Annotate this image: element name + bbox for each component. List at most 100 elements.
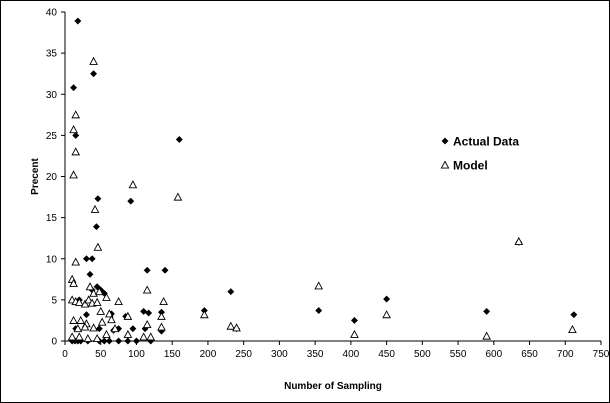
- model-point: [73, 324, 83, 333]
- model-point: [69, 125, 78, 134]
- actual-data-point: [350, 316, 358, 324]
- actual-data-point: [315, 307, 323, 315]
- plot-area: 0 50 100 150 200 250 300 350 400 450 500 550 600 650 7…: [46, 8, 610, 361]
- data-markers: [67, 17, 578, 345]
- x-tick-label: 300: [271, 349, 288, 360]
- x-tick-label: 650: [521, 349, 538, 360]
- actual-data-point: [88, 255, 96, 263]
- x-tick-label: 150: [164, 349, 181, 360]
- model-point: [89, 56, 98, 65]
- model-point: [67, 332, 77, 341]
- model-point: [482, 331, 492, 340]
- x-tick-label: 600: [485, 349, 502, 360]
- actual-data-point: [129, 325, 137, 333]
- actual-data-point: [95, 325, 103, 333]
- legend-diamond-marker: [441, 137, 449, 145]
- model-point: [123, 329, 133, 338]
- legend: Actual Data Model: [440, 135, 519, 173]
- model-point: [74, 332, 84, 341]
- x-tick-label: 700: [557, 349, 574, 360]
- model-point: [159, 296, 168, 306]
- model-point: [128, 180, 138, 189]
- model-point: [69, 278, 78, 287]
- model-point: [314, 281, 324, 290]
- x-tick-label: 350: [307, 349, 324, 360]
- x-tick-label: 500: [414, 349, 431, 360]
- actual-data-point: [143, 266, 151, 274]
- model-point: [382, 310, 391, 319]
- x-axis-ticks: 0 50 100 150 200 250 300 350 400 450 500 550 600 650 7…: [62, 341, 610, 360]
- y-tick-label: 0: [51, 337, 57, 348]
- model-point: [94, 287, 104, 296]
- model-point: [107, 315, 116, 324]
- model-point: [93, 242, 103, 251]
- model-point: [568, 324, 577, 333]
- actual-data-point: [86, 270, 94, 278]
- actual-data-point: [92, 223, 100, 231]
- model-point: [90, 204, 100, 213]
- model-point: [146, 332, 156, 341]
- actual-data-point: [70, 84, 78, 92]
- actual-data-point: [115, 337, 123, 345]
- actual-data-point: [570, 311, 578, 319]
- y-tick-label: 35: [46, 49, 58, 60]
- actual-data-point: [161, 266, 169, 274]
- x-tick-label: 100: [128, 349, 145, 360]
- model-point: [514, 236, 524, 245]
- y-tick-label: 15: [46, 213, 58, 224]
- x-tick-label: 550: [450, 349, 467, 360]
- legend-label-actual-data: Actual Data: [453, 135, 519, 149]
- actual-data-point: [483, 307, 491, 315]
- actual-data-point: [82, 311, 90, 319]
- model-point: [139, 332, 148, 341]
- model-point: [123, 311, 133, 320]
- y-tick-label: 25: [46, 131, 58, 142]
- actual-data-point: [127, 197, 135, 205]
- y-axis-title: Precent: [30, 157, 41, 194]
- model-point: [71, 110, 81, 119]
- actual-data-point: [227, 288, 235, 296]
- model-point: [92, 333, 102, 343]
- actual-data-point: [94, 195, 102, 203]
- legend-triangle-shape: [440, 160, 450, 169]
- actual-data-point: [383, 295, 391, 303]
- legend-item-actual-data: Actual Data: [441, 135, 519, 149]
- actual-data-point: [145, 309, 153, 317]
- x-tick-label: 250: [235, 349, 252, 360]
- model-point: [84, 295, 93, 304]
- model-point: [102, 292, 111, 301]
- model-point: [92, 297, 102, 306]
- x-axis-title: Number of Sampling: [284, 381, 382, 392]
- actual-data-point: [100, 337, 108, 345]
- actual-data-point: [90, 70, 98, 78]
- y-tick-label: 40: [46, 8, 58, 19]
- y-tick-label: 10: [46, 254, 58, 265]
- model-point: [97, 317, 107, 326]
- y-tick-label: 5: [51, 295, 57, 306]
- x-tick-label: 0: [62, 349, 68, 360]
- model-point: [200, 310, 209, 319]
- model-point: [76, 315, 86, 324]
- model-point: [74, 297, 84, 306]
- model-point: [71, 147, 81, 156]
- legend-item-model: Model: [440, 159, 488, 173]
- model-point: [96, 306, 106, 315]
- model-point: [83, 333, 93, 343]
- actual-data-point: [72, 131, 80, 139]
- actual-data-point: [105, 337, 113, 345]
- model-point: [102, 329, 111, 338]
- model-point: [71, 257, 81, 266]
- x-tick-label: 400: [343, 349, 360, 360]
- actual-data-point: [132, 337, 141, 345]
- legend-triangle-marker: [440, 160, 450, 169]
- y-tick-label: 20: [46, 172, 58, 183]
- model-point: [85, 282, 95, 291]
- model-point: [89, 323, 98, 332]
- model-point: [173, 192, 183, 201]
- actual-data-point: [175, 135, 183, 144]
- legend-diamond-shape: [441, 137, 449, 145]
- actual-data-point: [124, 337, 132, 345]
- y-axis-ticks: 0 5 10 15 20 25 30 35 40: [46, 8, 65, 348]
